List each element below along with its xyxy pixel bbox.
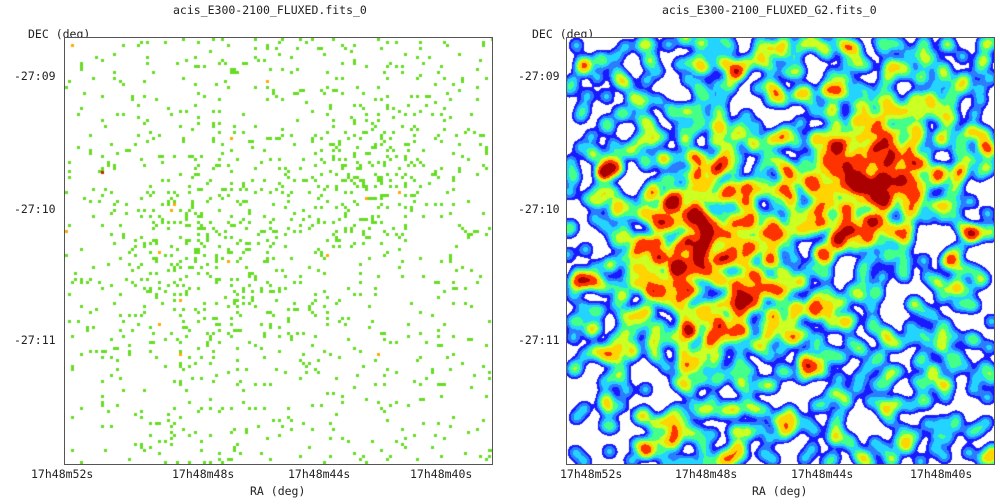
right-ytick-label: -27:11 (518, 333, 560, 347)
right-panel-title: acis_E300-2100_FLUXED_G2.fits_0 (662, 3, 877, 17)
left-ytick-label: -27:10 (14, 202, 56, 216)
left-xtick-label: 17h48m52s (31, 467, 94, 481)
right-image-frame[interactable] (566, 37, 995, 465)
right-smoothed-image[interactable] (567, 38, 994, 464)
right-ytick-label: -27:09 (518, 69, 560, 83)
left-ytick-label: -27:11 (14, 333, 56, 347)
left-image-frame[interactable] (64, 37, 493, 465)
left-ytick-label: -27:09 (14, 69, 56, 83)
right-xtick-label: 17h48m44s (791, 467, 854, 481)
right-ra-axis-label: RA (deg) (752, 484, 808, 498)
left-xtick-label: 17h48m44s (288, 467, 351, 481)
right-xtick-label: 17h48m48s (675, 467, 738, 481)
right-xtick-label: 17h48m40s (910, 467, 973, 481)
right-ytick-label: -27:10 (518, 202, 560, 216)
left-raw-image[interactable] (65, 38, 492, 464)
left-panel-title: acis_E300-2100_FLUXED.fits_0 (173, 3, 367, 17)
right-xtick-label: 17h48m52s (560, 467, 623, 481)
left-xtick-label: 17h48m48s (172, 467, 235, 481)
left-xtick-label: 17h48m40s (410, 467, 473, 481)
left-ra-axis-label: RA (deg) (250, 484, 306, 498)
